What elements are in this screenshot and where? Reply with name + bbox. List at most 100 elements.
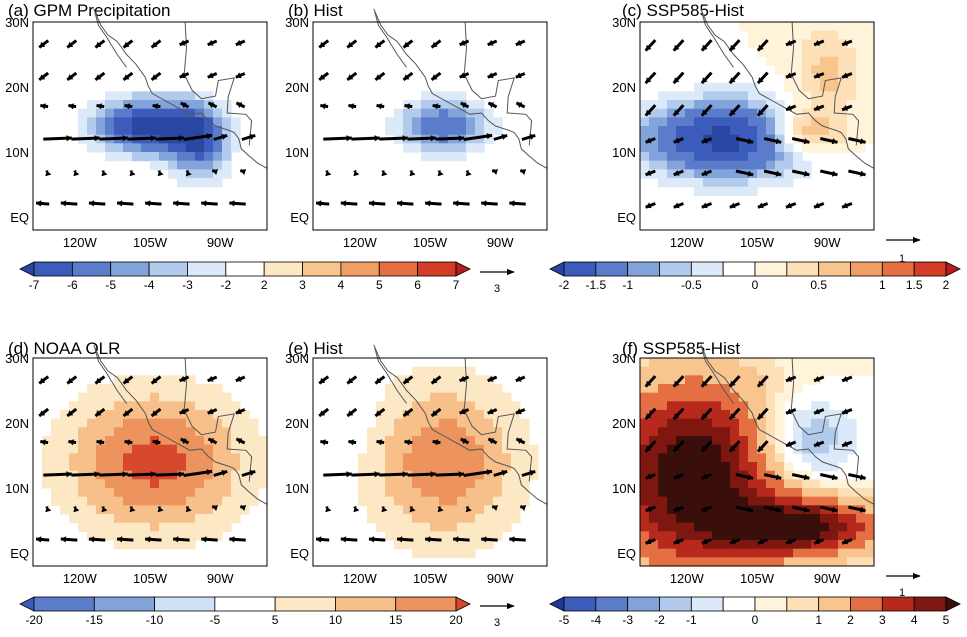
field-cell [739, 462, 749, 472]
wind-vector [179, 408, 190, 415]
field-cell [757, 169, 767, 179]
field-cell [430, 117, 440, 127]
field-cell [520, 436, 530, 446]
field-cell [150, 531, 160, 541]
wind-vector [374, 375, 386, 385]
field-cell [640, 427, 650, 437]
field-cell [730, 401, 740, 411]
field-cell [466, 514, 476, 524]
field-cell [394, 117, 404, 127]
field-cell [123, 540, 133, 550]
field-cell [694, 91, 704, 101]
field-cell [403, 108, 413, 118]
field-cell [802, 410, 812, 420]
y-tick-label: 10N [5, 481, 29, 496]
field-cell [721, 436, 731, 446]
field-cell [249, 436, 259, 446]
field-cell [376, 505, 386, 515]
wind-vector [66, 407, 78, 418]
field-cell [394, 531, 404, 541]
field-cell [105, 100, 115, 110]
field-cell [748, 427, 758, 437]
field-cell [186, 514, 196, 524]
field-cell [748, 453, 758, 463]
wind-vector [841, 104, 853, 112]
field-cell [466, 427, 476, 437]
wind-vector [101, 506, 108, 513]
field-cell [448, 126, 458, 136]
field-cell [114, 410, 124, 420]
panel-title: (b) Hist [288, 1, 343, 20]
wind-vector [155, 135, 185, 142]
field-cell [132, 100, 142, 110]
field-cell [204, 152, 214, 162]
field-cell [838, 496, 848, 506]
wind-vector [94, 71, 106, 82]
field-cell [87, 462, 97, 472]
field-cell [685, 531, 695, 541]
wind-vector [763, 137, 782, 145]
field-cell [114, 418, 124, 428]
field-cell [712, 401, 722, 411]
field-cell [439, 418, 449, 428]
field-cell [448, 375, 458, 385]
field-cell [195, 479, 205, 489]
field-cell [694, 152, 704, 162]
field-cell [802, 100, 812, 110]
field-cell [466, 444, 476, 454]
field-cell [394, 410, 404, 420]
field-cell [730, 134, 740, 144]
field-cell [213, 143, 223, 153]
field-cell [730, 470, 740, 480]
field-cell [484, 108, 494, 118]
field-cell [757, 548, 767, 558]
field-cell [829, 126, 839, 136]
field-cell [829, 30, 839, 40]
field-cell [802, 74, 812, 84]
wind-vector [38, 407, 50, 418]
field-cell [195, 531, 205, 541]
field-cell [186, 108, 196, 118]
field-cell [685, 401, 695, 411]
field-cell [475, 410, 485, 420]
y-axis: 30N 20N 10N EQ [285, 351, 309, 561]
wind-vector [463, 469, 493, 477]
field-cell [694, 531, 704, 541]
field-cell [658, 134, 668, 144]
field-cell [439, 108, 449, 118]
field-cell [457, 444, 467, 454]
field-cell [802, 30, 812, 40]
field-cell [141, 522, 151, 532]
field-cell [439, 496, 449, 506]
field-cell [721, 557, 731, 567]
field-cell [847, 22, 857, 32]
field-cell [195, 143, 205, 153]
field-cell [421, 108, 431, 118]
field-cell [186, 444, 196, 454]
field-cell [694, 186, 704, 196]
colorbar-cell [395, 596, 457, 612]
field-cell [676, 514, 686, 524]
field-cell [502, 470, 512, 480]
field-cell [703, 100, 713, 110]
coastline [93, 8, 268, 169]
wind-vector [819, 473, 838, 481]
field-cell [721, 522, 731, 532]
field-cell [195, 100, 205, 110]
reference-vector-label: 3 [494, 617, 500, 629]
y-tick-label: 20N [612, 80, 636, 95]
field-cell [775, 178, 785, 188]
field-cell [213, 108, 223, 118]
field-cell [60, 418, 70, 428]
field-cell [667, 496, 677, 506]
field-cell [739, 488, 749, 498]
field-cell [640, 496, 650, 506]
wind-vector [229, 200, 246, 207]
field-cell [775, 479, 785, 489]
wind-vector [437, 170, 444, 177]
field-cell [748, 152, 758, 162]
wind-vector [127, 135, 156, 142]
field-cell [385, 401, 395, 411]
field-cell [186, 91, 196, 101]
colorbar-cell [148, 261, 188, 277]
